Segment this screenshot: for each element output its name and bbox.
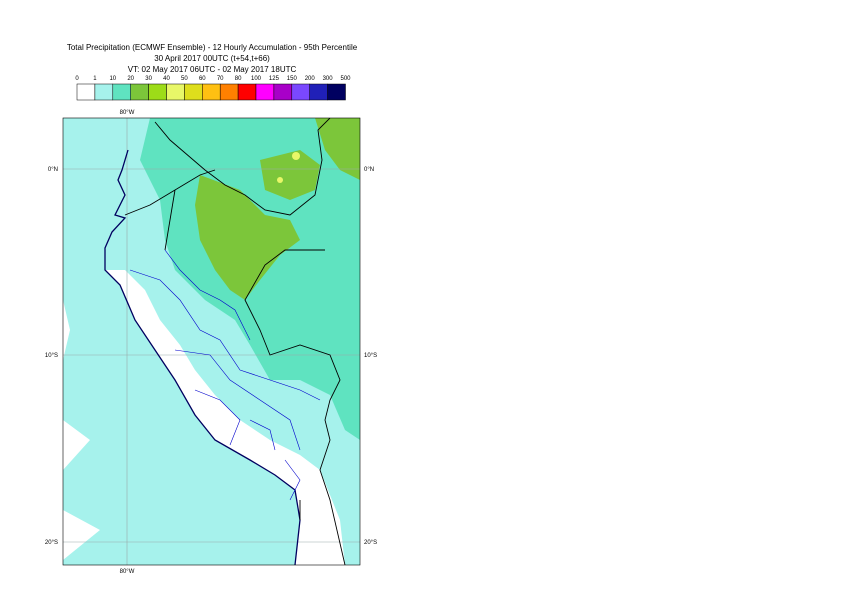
legend-swatch	[130, 83, 149, 101]
dry-coast	[105, 270, 345, 565]
lat-label: 0°N	[364, 167, 374, 173]
legend-label: 80	[235, 76, 242, 82]
legend-swatch	[327, 83, 346, 101]
map-frame	[62, 117, 361, 566]
legend-label: 300	[323, 76, 334, 82]
legend-label: 200	[305, 76, 316, 82]
peak	[277, 177, 283, 183]
legend-label: 70	[217, 76, 224, 82]
legend-swatch	[184, 83, 203, 101]
legend-swatch	[273, 83, 293, 101]
legend: 0 1 10 20 30 40 50 60 70 80 100 125 150 200 300 500	[75, 76, 351, 101]
valid-time: VT: 02 May 2017 06UTC - 02 May 2017 18UT…	[128, 65, 297, 74]
legend-swatch	[148, 83, 167, 101]
legend-swatch	[291, 83, 310, 101]
legend-label: 125	[269, 76, 280, 82]
admin-line	[129, 249, 321, 501]
title: Total Precipitation (ECMWF Ensemble) - 1…	[67, 43, 358, 52]
lon-label: 80°W	[120, 110, 135, 116]
graticule	[63, 118, 360, 565]
lat-label: 20°S	[45, 540, 58, 546]
lon-label: 80°W	[120, 569, 135, 575]
base-time: 30 April 2017 00UTC (t+54,t+66)	[154, 54, 270, 63]
legend-swatch	[255, 83, 275, 101]
peak	[292, 152, 300, 160]
legend-label: 40	[163, 76, 170, 82]
map	[63, 118, 360, 565]
lat-label: 10°S	[45, 353, 58, 359]
legend-label: 500	[340, 76, 351, 82]
legend-swatch	[166, 83, 185, 101]
legend-label: 100	[251, 76, 262, 82]
legend-label: 60	[199, 76, 206, 82]
legend-label: 10	[109, 76, 116, 82]
heavy-area	[195, 118, 360, 300]
legend-swatch	[202, 83, 221, 101]
legend-swatch	[76, 83, 96, 101]
lat-label: 10°S	[364, 353, 377, 359]
legend-swatch	[94, 83, 114, 101]
legend-label: 150	[287, 76, 298, 82]
lat-label: 20°S	[364, 540, 377, 546]
legend-swatch	[237, 83, 257, 101]
border	[124, 169, 346, 565]
dry-patch	[63, 300, 100, 560]
legend-swatch	[309, 83, 328, 101]
border	[154, 118, 331, 216]
coastline	[104, 149, 301, 565]
legend-swatch	[112, 83, 131, 101]
legend-label: 50	[181, 76, 188, 82]
legend-label: 20	[127, 76, 134, 82]
legend-swatch	[219, 83, 239, 101]
legend-label: 30	[145, 76, 152, 82]
legend-label: 0	[75, 76, 79, 82]
legend-label: 1	[93, 76, 97, 82]
lat-label: 0°N	[48, 167, 58, 173]
